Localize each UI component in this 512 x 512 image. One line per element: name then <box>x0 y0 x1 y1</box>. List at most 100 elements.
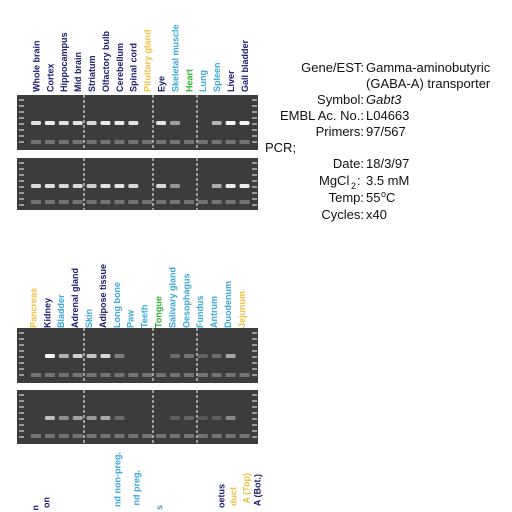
cycles-label: Cycles: <box>321 207 364 222</box>
lane-label: A (Bot.) <box>252 474 262 506</box>
primer-band <box>100 373 111 377</box>
primer-band <box>183 434 194 438</box>
primer-band <box>86 434 97 438</box>
product-band <box>197 416 208 420</box>
ladder-band <box>252 362 257 364</box>
product-band <box>170 354 180 358</box>
mgcl: 3.5 mM <box>366 173 409 188</box>
primer-band <box>114 373 125 377</box>
lane-label: duct <box>228 487 238 506</box>
pcr-label: PCR; <box>265 140 296 155</box>
ladder-band <box>19 430 24 432</box>
primer-band <box>58 434 69 438</box>
product-band <box>128 121 139 125</box>
product-band <box>239 184 250 188</box>
lane-label: Striatum <box>87 55 97 92</box>
primer-band <box>100 200 111 204</box>
primer-band <box>31 434 41 438</box>
ladder-band <box>252 192 257 194</box>
ladder-band <box>19 332 24 334</box>
primer-band <box>156 434 167 438</box>
ladder-band <box>252 198 257 200</box>
primer-band <box>100 434 111 438</box>
primer-band <box>44 373 55 377</box>
product-band <box>211 184 222 188</box>
product-band <box>44 354 55 358</box>
lane-label: on <box>41 497 51 508</box>
lane-label: Skin <box>84 309 94 328</box>
ladder-band <box>19 105 24 107</box>
ladder-band <box>252 412 257 414</box>
ladder-band <box>19 374 24 376</box>
product-band <box>58 121 69 125</box>
primer-band <box>211 373 222 377</box>
primer-band <box>142 200 153 204</box>
lane-label: Oesophagus <box>181 273 191 328</box>
primer-band <box>156 140 167 144</box>
cycles: x40 <box>366 207 387 222</box>
mgcl-label: MgCl <box>319 173 349 188</box>
lane-label: Duodenum <box>223 281 233 328</box>
primer-band <box>72 140 83 144</box>
gels <box>17 95 258 444</box>
ladder-band <box>252 141 257 143</box>
ladder-band <box>252 424 257 426</box>
lane-label: Olfactory bulb <box>101 30 111 92</box>
ladder-band <box>19 111 24 113</box>
primer-band <box>44 140 55 144</box>
primer-band <box>142 434 153 438</box>
product-band <box>86 184 97 188</box>
primer-band <box>170 200 180 204</box>
product-band <box>114 121 125 125</box>
primer-band <box>44 434 55 438</box>
lane-label: Salivary gland <box>167 267 177 328</box>
lane-label: Pituitary gland <box>143 29 153 92</box>
ladder-band <box>19 436 24 438</box>
product-band <box>114 354 125 358</box>
ladder-band <box>19 129 24 131</box>
embl: L04663 <box>366 108 409 123</box>
primer-band <box>58 140 69 144</box>
primer-band <box>128 200 139 204</box>
primer-band <box>86 200 97 204</box>
ladder-band <box>252 430 257 432</box>
ladder-band <box>19 162 24 164</box>
symbol: Gabt3 <box>366 92 402 107</box>
product-band <box>225 354 236 358</box>
ladder-band <box>19 168 24 170</box>
ladder-band <box>19 394 24 396</box>
product-band <box>31 121 41 125</box>
product-band <box>225 184 236 188</box>
primer-band <box>183 373 194 377</box>
lane-label: Kidney <box>42 298 52 328</box>
ladder-band <box>252 162 257 164</box>
ladder-band <box>19 117 24 119</box>
primer-band <box>183 200 194 204</box>
primer-band <box>31 200 41 204</box>
product-band <box>225 121 236 125</box>
lane-label: A (Top) <box>241 473 251 504</box>
mgcl-colon: : <box>357 173 361 188</box>
lane-label: nd preg. <box>131 470 141 506</box>
product-band <box>44 416 55 420</box>
ladder-band <box>19 198 24 200</box>
primer-band <box>183 140 194 144</box>
primer-band <box>31 140 41 144</box>
ladder-band <box>252 105 257 107</box>
product-band <box>239 121 250 125</box>
product-band <box>114 184 125 188</box>
mgcl-sub: 2 <box>351 181 356 191</box>
ladder-band <box>19 174 24 176</box>
primer-band <box>100 140 111 144</box>
product-band <box>86 416 97 420</box>
product-band <box>183 354 194 358</box>
primer-band <box>72 373 83 377</box>
ladder-band <box>252 117 257 119</box>
date: 18/3/97 <box>366 156 409 171</box>
product-band <box>170 416 180 420</box>
gene-line: (GABA-A) transporter <box>366 76 491 91</box>
ladder-band <box>19 412 24 414</box>
lane-label: n <box>30 505 40 511</box>
primer-band <box>239 434 250 438</box>
